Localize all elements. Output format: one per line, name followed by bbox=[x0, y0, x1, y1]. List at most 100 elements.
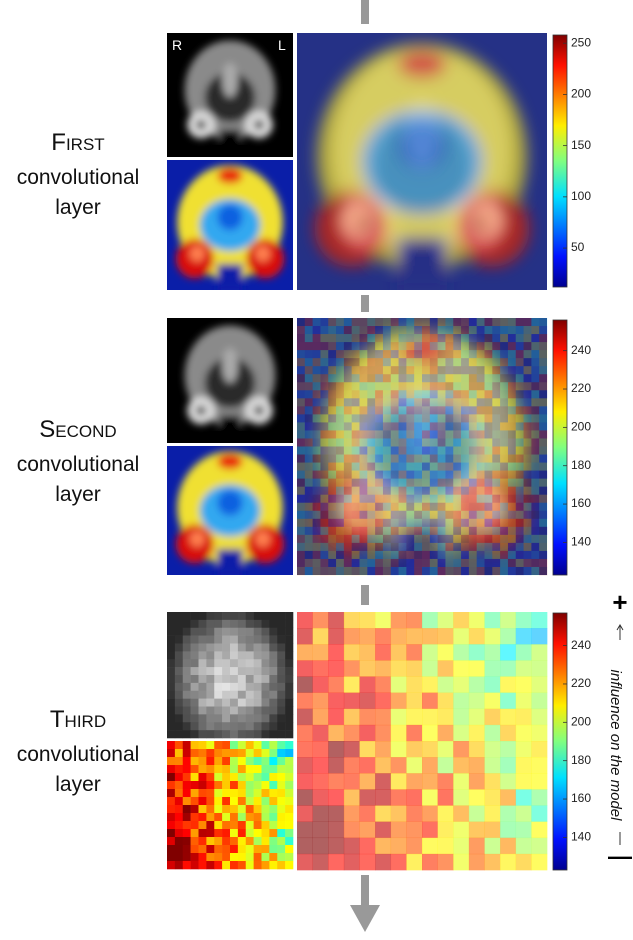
pixel bbox=[523, 502, 532, 512]
pixel bbox=[422, 676, 438, 693]
pixel bbox=[198, 667, 207, 676]
panels: Firstconvolutionallayer50100150200250Sec… bbox=[17, 33, 591, 871]
pixel bbox=[539, 374, 548, 383]
pixel bbox=[375, 853, 392, 871]
pixel bbox=[237, 741, 247, 750]
pixel bbox=[343, 550, 352, 560]
pixel bbox=[390, 660, 407, 677]
pixel bbox=[531, 566, 540, 576]
pixel bbox=[476, 406, 485, 415]
pixel bbox=[190, 651, 199, 660]
pixel bbox=[304, 518, 313, 528]
pixel bbox=[484, 398, 493, 407]
pixel bbox=[182, 829, 191, 838]
pixel bbox=[468, 741, 485, 758]
pixel bbox=[453, 789, 470, 806]
pixel bbox=[167, 741, 176, 750]
pixel bbox=[261, 861, 270, 870]
pixel bbox=[476, 382, 485, 391]
colorbar-tick-label: 200 bbox=[571, 714, 591, 728]
pixel bbox=[277, 635, 286, 644]
pixel bbox=[359, 805, 376, 822]
pixel bbox=[453, 414, 462, 423]
pixel bbox=[297, 446, 306, 455]
pixel bbox=[515, 676, 532, 693]
pixel bbox=[312, 422, 321, 431]
pixel bbox=[351, 430, 360, 439]
pixel bbox=[468, 558, 477, 568]
pixel bbox=[437, 430, 446, 439]
pixel bbox=[468, 542, 477, 552]
pixel bbox=[468, 773, 485, 790]
pixel bbox=[422, 318, 431, 327]
pixel bbox=[539, 550, 548, 560]
pixel bbox=[437, 518, 446, 528]
pixel bbox=[375, 692, 392, 710]
pixel bbox=[406, 526, 415, 536]
pixel bbox=[375, 566, 384, 576]
pixel bbox=[437, 542, 446, 552]
pixel bbox=[312, 390, 321, 399]
pixel bbox=[507, 526, 517, 536]
layer-subtitle: layer bbox=[55, 483, 101, 506]
pixel bbox=[437, 358, 446, 367]
pixel bbox=[445, 494, 454, 504]
pixel bbox=[453, 494, 462, 504]
pixel bbox=[320, 518, 329, 528]
pixel bbox=[297, 502, 306, 512]
pixel bbox=[382, 566, 392, 576]
pixel bbox=[182, 797, 191, 806]
pixel bbox=[198, 749, 207, 758]
pixel bbox=[182, 741, 191, 750]
pixel bbox=[297, 470, 306, 479]
colorbar-tick-label: 240 bbox=[571, 343, 591, 357]
pixel bbox=[253, 797, 262, 806]
pixel bbox=[367, 350, 376, 359]
pixel bbox=[214, 730, 223, 739]
colorbar-tick-label: 140 bbox=[571, 535, 591, 549]
pixel bbox=[539, 382, 548, 391]
pixel bbox=[320, 486, 329, 495]
pixel bbox=[531, 414, 540, 423]
pixel bbox=[297, 566, 306, 576]
colorbar bbox=[552, 34, 568, 288]
pixel bbox=[328, 773, 345, 790]
influence-minus: — bbox=[608, 843, 632, 870]
pixel bbox=[523, 350, 532, 359]
pixel bbox=[336, 470, 345, 479]
pixel bbox=[476, 438, 485, 447]
pixel bbox=[500, 526, 509, 536]
pixel bbox=[382, 366, 392, 375]
pixel bbox=[328, 550, 337, 560]
pixel bbox=[484, 644, 501, 661]
pixel bbox=[320, 414, 329, 423]
pixel bbox=[429, 318, 438, 327]
pixel bbox=[261, 773, 270, 782]
pixel bbox=[269, 861, 278, 870]
pixel bbox=[390, 628, 407, 645]
pixel bbox=[253, 682, 262, 692]
pixel bbox=[390, 438, 399, 447]
pixel bbox=[328, 462, 337, 471]
pixel bbox=[414, 430, 423, 439]
pixel bbox=[461, 318, 470, 327]
pixel bbox=[500, 342, 509, 351]
pixel bbox=[285, 805, 294, 814]
pixel bbox=[523, 446, 532, 455]
pixel bbox=[507, 446, 517, 455]
pixel bbox=[375, 350, 384, 359]
pixel bbox=[269, 805, 278, 814]
pixel bbox=[437, 510, 446, 520]
pixel bbox=[484, 628, 501, 645]
pixel bbox=[222, 741, 231, 750]
pixel bbox=[343, 398, 352, 407]
pixel bbox=[245, 667, 254, 676]
pixel bbox=[297, 518, 306, 528]
pixel bbox=[406, 502, 415, 512]
pixel bbox=[539, 494, 548, 504]
layer-title: First bbox=[51, 129, 104, 156]
pixel bbox=[253, 706, 262, 715]
pixel bbox=[312, 358, 321, 367]
pixel bbox=[476, 358, 485, 367]
pixel bbox=[230, 675, 239, 684]
